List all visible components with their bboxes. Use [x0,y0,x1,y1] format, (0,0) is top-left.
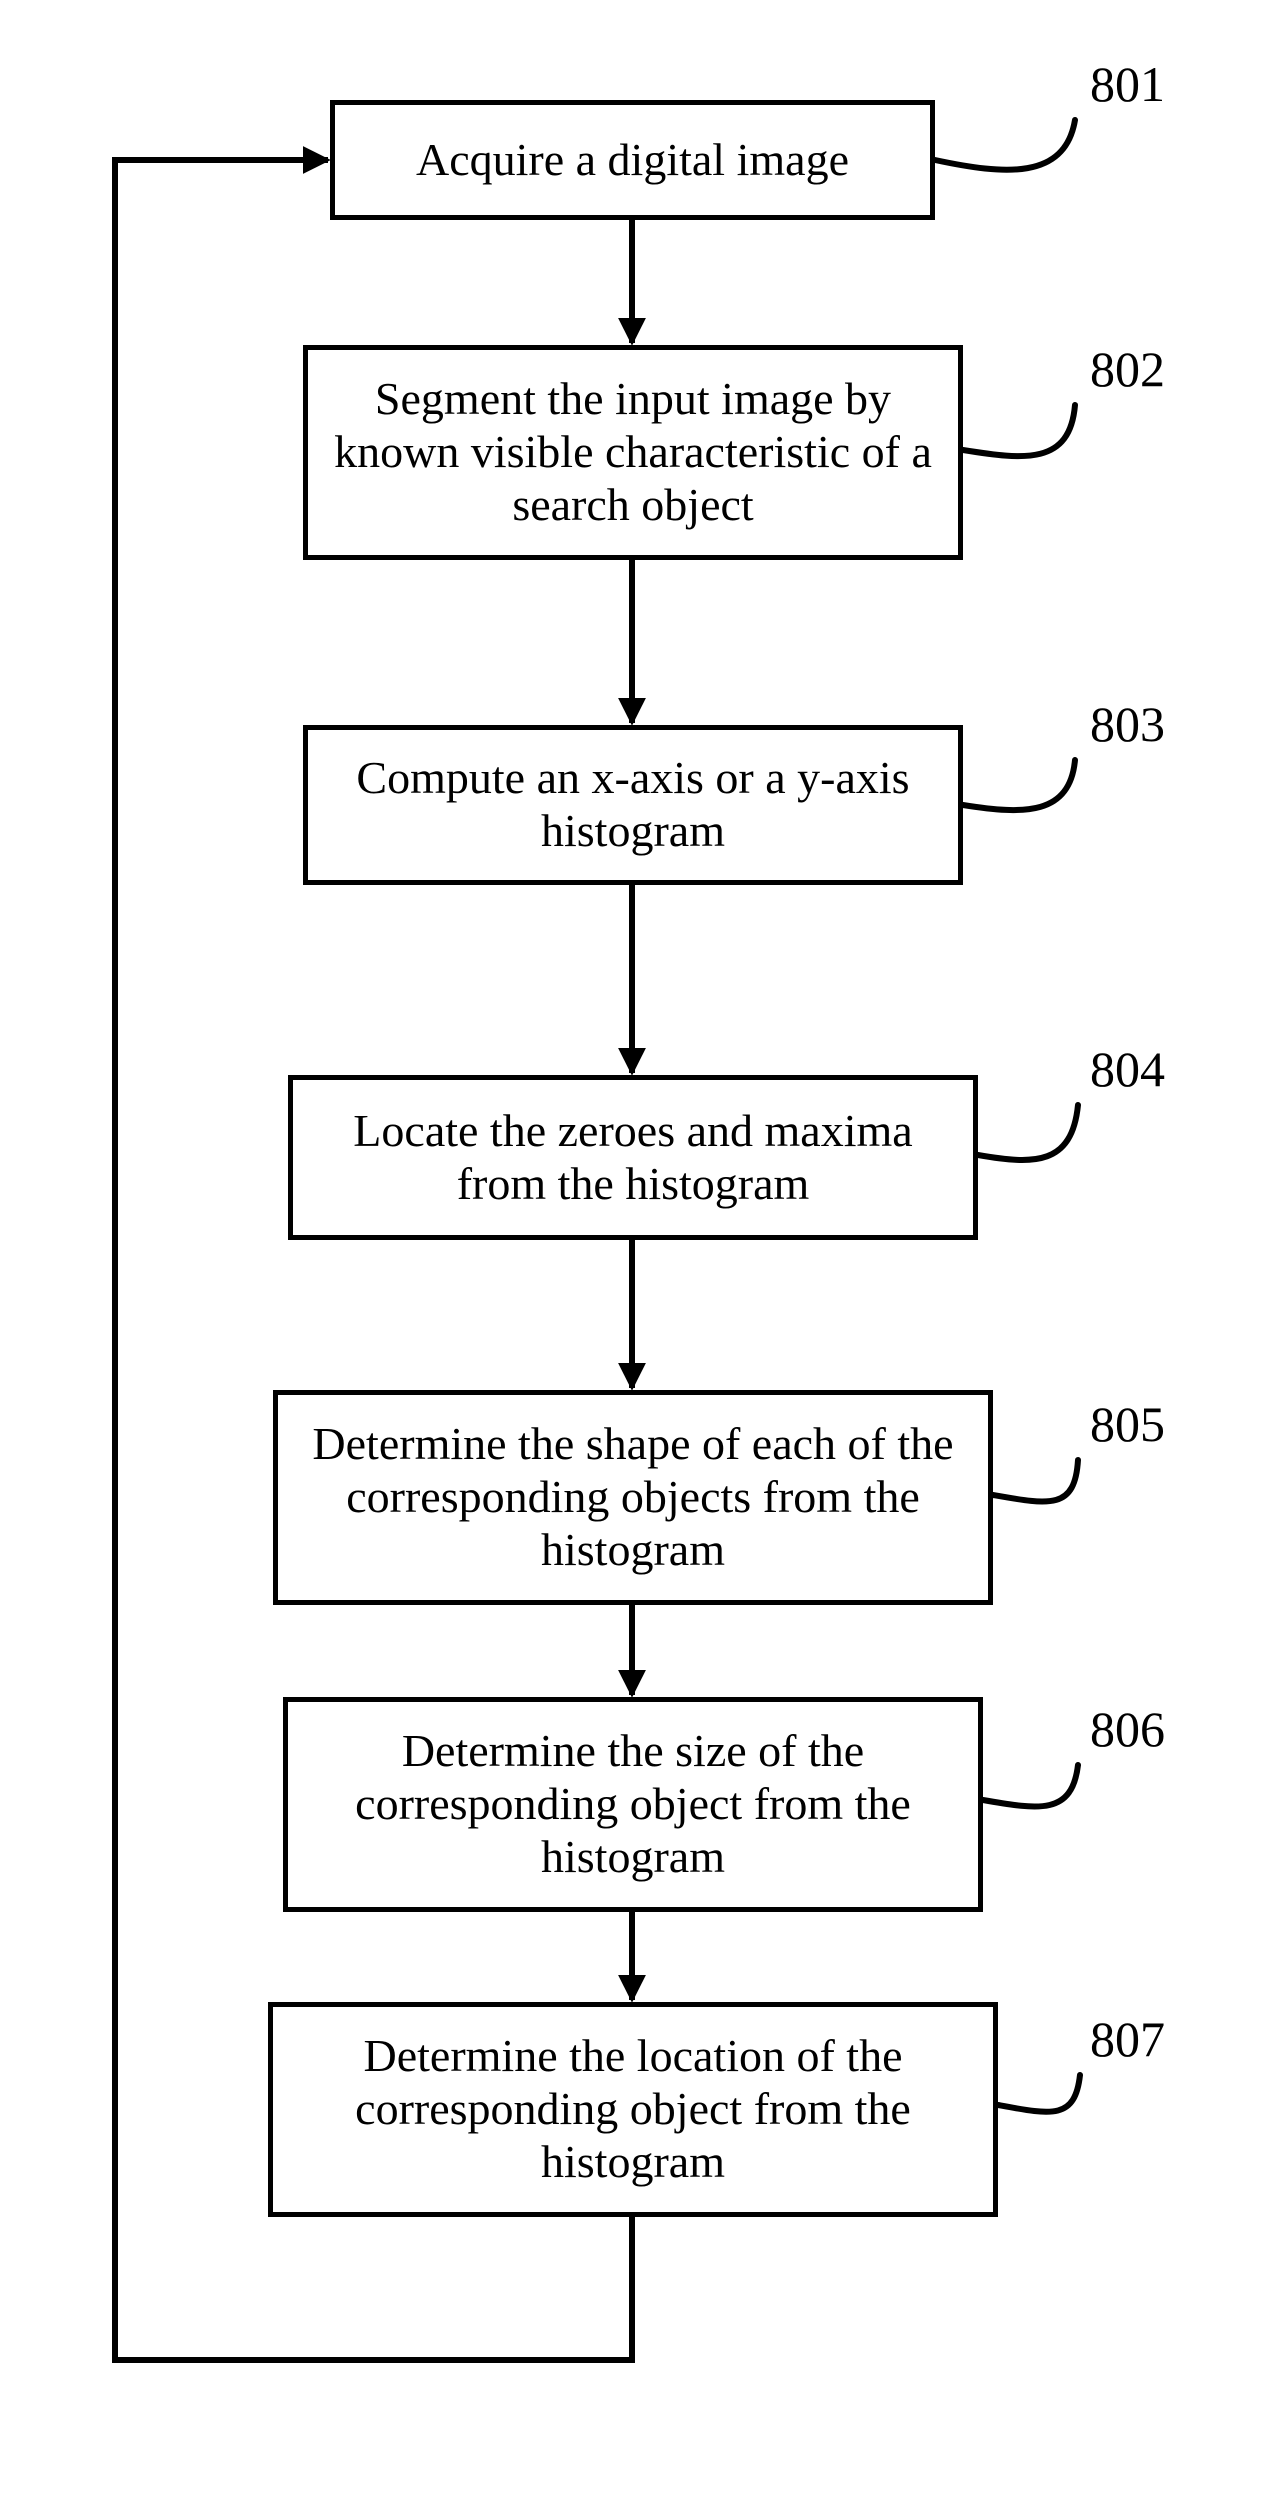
reference-label-805: 805 [1090,1395,1165,1453]
reference-label-801: 801 [1090,55,1165,113]
flowchart-node-807: Determine the location of the correspond… [268,2002,998,2217]
flowchart-node-801: Acquire a digital image [330,100,935,220]
flowchart-node-805: Determine the shape of each of the corre… [273,1390,993,1605]
flowchart-node-text: Locate the zeroes and maxima from the hi… [313,1105,953,1211]
flowchart-node-text: Segment the input image by known visible… [328,373,938,532]
flowchart-canvas: Acquire a digital image Segment the input… [0,0,1264,2509]
reference-label-text: 802 [1090,341,1165,397]
reference-label-803: 803 [1090,695,1165,753]
flowchart-node-text: Determine the location of the correspond… [293,2030,973,2189]
flowchart-node-text: Determine the size of the corresponding … [308,1725,958,1884]
flowchart-node-806: Determine the size of the corresponding … [283,1697,983,1912]
reference-label-804: 804 [1090,1040,1165,1098]
flowchart-node-text: Determine the shape of each of the corre… [298,1418,968,1577]
flowchart-node-802: Segment the input image by known visible… [303,345,963,560]
flowchart-node-804: Locate the zeroes and maxima from the hi… [288,1075,978,1240]
reference-label-807: 807 [1090,2010,1165,2068]
reference-label-802: 802 [1090,340,1165,398]
reference-label-text: 807 [1090,2011,1165,2067]
reference-label-806: 806 [1090,1700,1165,1758]
reference-label-text: 803 [1090,696,1165,752]
reference-label-text: 806 [1090,1701,1165,1757]
flowchart-node-803: Compute an x-axis or a y-axis histogram [303,725,963,885]
flowchart-node-text: Compute an x-axis or a y-axis histogram [328,752,938,858]
reference-label-text: 804 [1090,1041,1165,1097]
reference-label-text: 801 [1090,56,1165,112]
flowchart-node-text: Acquire a digital image [416,134,849,187]
reference-label-text: 805 [1090,1396,1165,1452]
